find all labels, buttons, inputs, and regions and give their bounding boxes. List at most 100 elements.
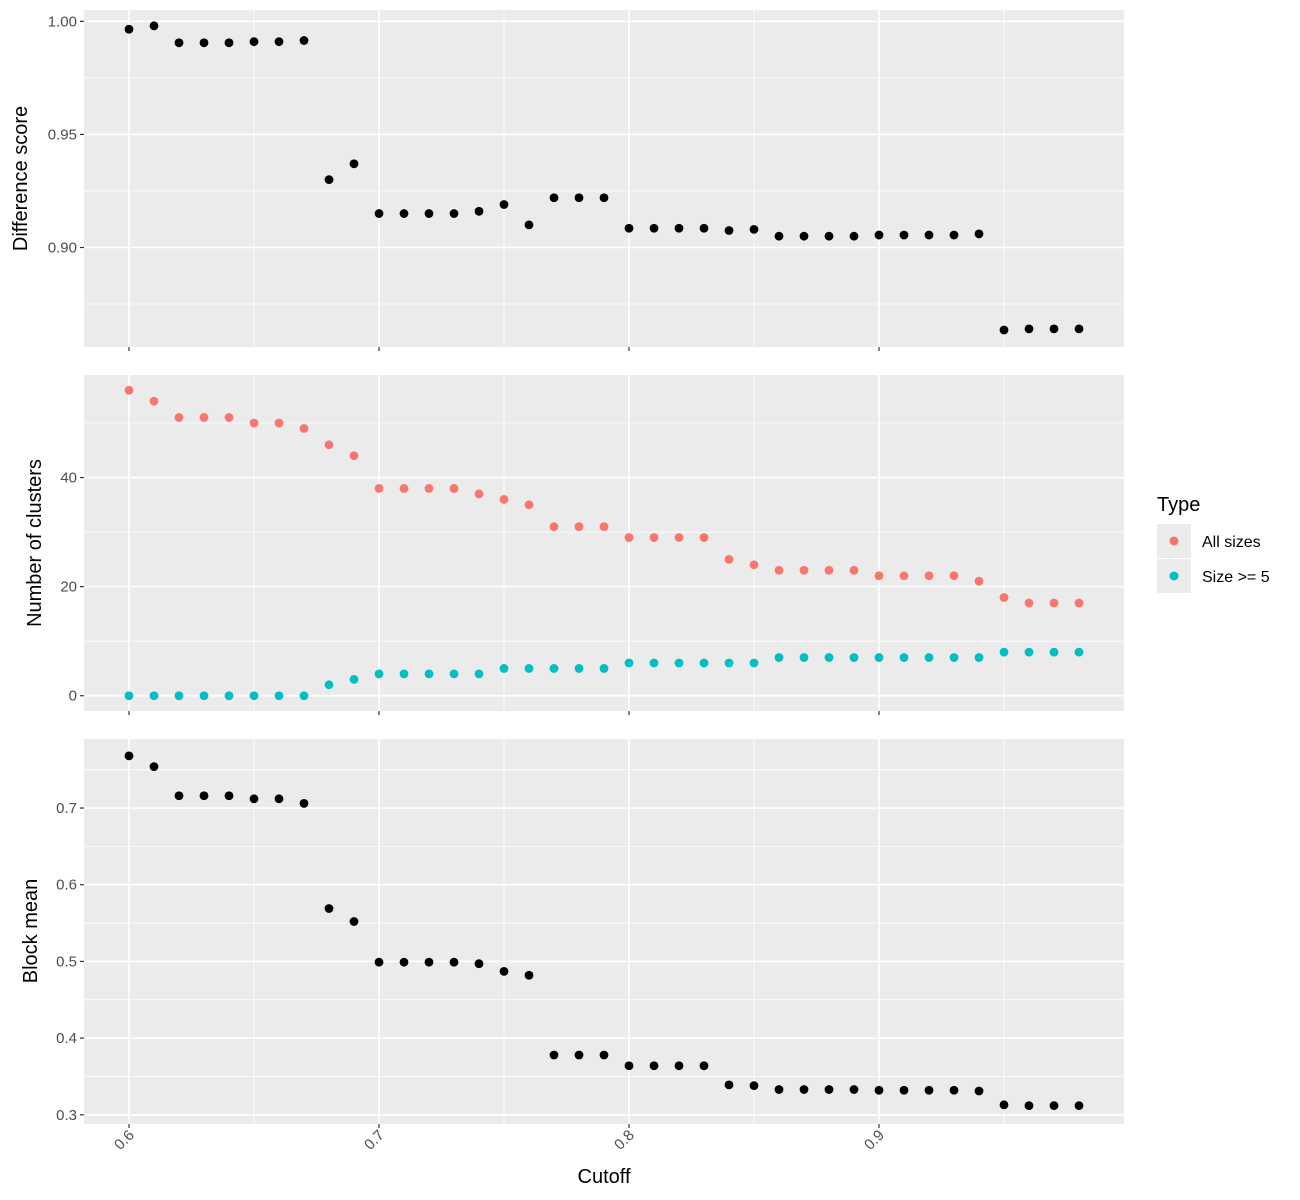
data-point-all-sizes (749, 560, 759, 570)
data-point-size-5 (924, 653, 934, 662)
data-point-all-sizes (949, 571, 959, 581)
data-point-series (974, 229, 984, 239)
y-axis-title-number-of-clusters: Number of clusters (24, 459, 46, 627)
data-point-series (374, 957, 384, 967)
data-point-size-5 (199, 691, 209, 701)
legend-label-size-ge-5: Size >= 5 (1202, 569, 1270, 586)
data-point-all-sizes (899, 571, 909, 581)
data-point-all-sizes (549, 522, 559, 532)
data-point-series (949, 1085, 959, 1095)
panel-difference-score: 0.90 0.95 1.00 Difference score (10, 10, 1124, 347)
data-point-series (299, 36, 309, 45)
data-point-all-sizes (724, 554, 734, 564)
data-point-series (249, 794, 259, 804)
data-point-series (524, 220, 534, 230)
data-point-series (349, 917, 359, 926)
legend-title: Type (1157, 494, 1200, 516)
data-point-series (699, 223, 709, 233)
data-point-all-sizes (174, 413, 184, 422)
data-point-series (624, 223, 634, 233)
data-point-series (174, 38, 184, 48)
data-point-series (899, 1085, 909, 1095)
data-point-series (199, 791, 209, 801)
data-point-series (649, 223, 659, 233)
data-point-size-5 (599, 664, 609, 673)
legend: Type All sizes Size >= 5 (1157, 494, 1270, 593)
data-point-all-sizes (699, 533, 709, 542)
data-point-series (149, 21, 159, 31)
data-point-all-sizes (849, 565, 859, 575)
data-point-series (1024, 1101, 1034, 1110)
data-point-series (774, 1085, 784, 1094)
data-point-series (124, 751, 134, 761)
x-tick-label: 0.6 (111, 1127, 138, 1154)
data-point-all-sizes (274, 418, 284, 428)
x-axis-title: Cutoff (578, 1166, 631, 1188)
data-point-series (999, 325, 1009, 335)
data-point-series (874, 1085, 884, 1095)
data-point-size-5 (174, 691, 184, 701)
data-point-size-5 (624, 658, 634, 668)
data-point-series (399, 209, 409, 218)
data-point-size-5 (749, 658, 759, 668)
data-point-series (624, 1061, 634, 1071)
data-point-series (824, 231, 834, 241)
data-point-series (649, 1061, 659, 1071)
data-point-series (324, 175, 334, 185)
data-point-size-5 (399, 669, 409, 679)
data-point-size-5 (224, 691, 234, 701)
y-tick-label: 0 (69, 688, 77, 705)
panel-background (84, 375, 1124, 711)
data-point-series (874, 230, 884, 240)
data-point-series (699, 1061, 709, 1071)
data-point-all-sizes (399, 484, 409, 493)
data-point-all-sizes (674, 533, 684, 542)
data-point-size-5 (1049, 647, 1059, 657)
data-point-size-5 (524, 664, 534, 673)
data-point-size-5 (449, 669, 459, 679)
data-point-series (424, 957, 434, 967)
data-point-size-5 (1074, 647, 1084, 657)
data-point-series (974, 1086, 984, 1096)
data-point-all-sizes (1024, 598, 1034, 608)
y-tick-label: 1.00 (48, 13, 77, 30)
data-point-all-sizes (974, 576, 984, 586)
y-tick-label: 0.95 (48, 126, 77, 143)
data-point-size-5 (549, 664, 559, 673)
data-point-series (499, 200, 509, 209)
data-point-size-5 (124, 691, 134, 701)
data-point-series (449, 957, 459, 967)
data-point-all-sizes (324, 440, 334, 450)
data-point-series (599, 1050, 609, 1060)
data-point-all-sizes (149, 396, 159, 406)
data-point-size-5 (674, 658, 684, 668)
y-axis-title-block-mean: Block mean (20, 879, 42, 984)
data-point-series (999, 1100, 1009, 1110)
data-point-all-sizes (824, 565, 834, 575)
data-point-series (674, 223, 684, 233)
data-point-all-sizes (349, 451, 359, 461)
data-point-size-5 (374, 669, 384, 679)
data-point-series (274, 794, 284, 804)
data-point-series (124, 24, 134, 34)
x-tick-label: 0.9 (861, 1127, 888, 1154)
data-point-size-5 (949, 653, 959, 662)
data-point-series (924, 230, 934, 240)
data-point-series (799, 231, 809, 241)
data-point-series (1074, 1101, 1084, 1110)
data-point-series (424, 209, 434, 218)
data-point-size-5 (499, 664, 509, 673)
data-point-series (449, 209, 459, 218)
data-point-series (374, 209, 384, 218)
data-point-all-sizes (999, 593, 1009, 602)
data-point-series (599, 193, 609, 203)
data-point-series (774, 231, 784, 241)
legend-key-size-ge-5 (1169, 571, 1179, 581)
data-point-series (724, 1080, 734, 1090)
data-point-series (849, 1085, 859, 1094)
y-tick-label: 0.3 (56, 1107, 77, 1124)
legend-key-all-sizes (1169, 536, 1179, 546)
data-point-size-5 (974, 653, 984, 662)
data-point-series (149, 762, 159, 772)
data-point-series (524, 970, 534, 980)
